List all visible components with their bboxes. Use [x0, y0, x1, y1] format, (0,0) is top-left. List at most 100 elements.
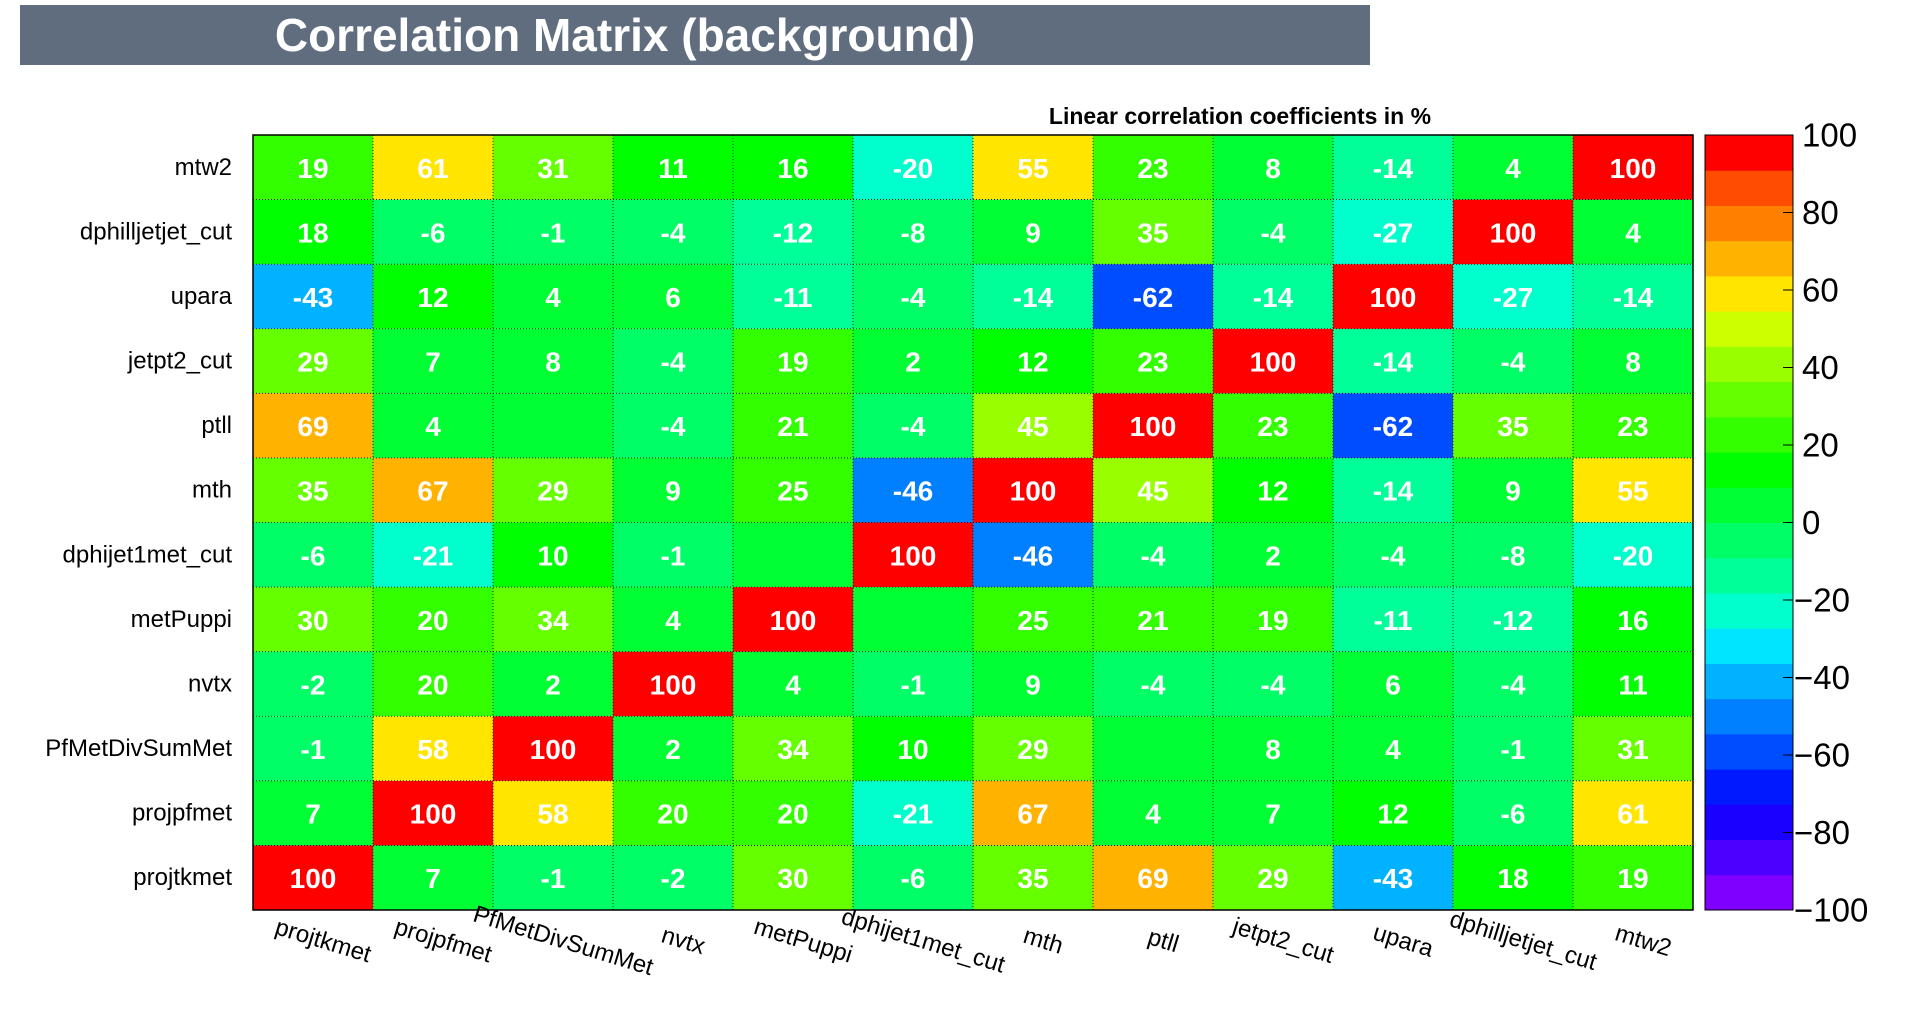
cell-value-label: -14 [1373, 153, 1414, 184]
heatmap-cell [1573, 716, 1693, 781]
heatmap-cell [1333, 716, 1453, 781]
y-axis-labels: projtkmet projpfmet PfMetDivSumMet nvtx metP… [45, 154, 232, 891]
cell-value-label: 8 [545, 347, 561, 378]
heatmap-cell [373, 845, 493, 910]
cell-value-label: 10 [897, 734, 928, 765]
heatmap-cell [613, 199, 733, 265]
cell-value-label: 20 [777, 799, 808, 830]
heatmap-cell [373, 780, 493, 846]
cell-value-label: 30 [777, 863, 808, 894]
cell-value-label: 31 [537, 153, 568, 184]
heatmap-cell [973, 780, 1093, 846]
heatmap-cell [1453, 780, 1573, 846]
heatmap-cell [253, 199, 373, 265]
cell-value-label: 21 [1137, 605, 1168, 636]
plot-frame [252, 134, 1694, 911]
heatmap-cell [373, 328, 493, 394]
heatmap-cell [253, 393, 373, 458]
heatmap-cell [493, 651, 613, 717]
color-scale-tick-label: 100 [1802, 117, 1857, 154]
heatmap-cell [733, 651, 853, 717]
cell-value-label: -4 [1261, 217, 1286, 248]
heatmap-cell [613, 845, 733, 910]
x-tick-label: PfMetDivSumMet [470, 901, 657, 982]
cell-value-label: -21 [413, 540, 453, 571]
cell-value-label: 100 [530, 734, 577, 765]
cell-value-label: 20 [417, 605, 448, 636]
heatmap-cell [1573, 845, 1693, 910]
cell-value-label: 12 [1017, 347, 1048, 378]
cell-value-label: 4 [785, 669, 801, 700]
heatmap-cell [1213, 393, 1333, 458]
color-scale-tick-label: −60 [1794, 737, 1850, 774]
color-scale-segment [1705, 311, 1793, 347]
heatmap-cell [373, 393, 493, 458]
heatmap-cell [1333, 845, 1453, 910]
heatmap-cell [1453, 199, 1573, 265]
color-scale-tick-label: 0 [1802, 504, 1820, 541]
heatmap-cell [1093, 651, 1213, 717]
cell-value-label: 100 [410, 799, 457, 830]
heatmap-cell [373, 651, 493, 717]
heatmap-cell [613, 522, 733, 588]
cell-value-label: -27 [1373, 217, 1413, 248]
cell-value-label: 31 [1617, 734, 1648, 765]
heatmap-cell [373, 264, 493, 329]
cell-value-label: 35 [1497, 411, 1528, 442]
heatmap-cell [373, 135, 493, 200]
heatmap-cell [1093, 199, 1213, 265]
cell-value-label: 25 [777, 476, 808, 507]
heatmap-cell [373, 199, 493, 265]
heatmap-cell [1573, 328, 1693, 394]
color-scale-tick-label: 40 [1802, 349, 1839, 386]
heatmap-cell [613, 651, 733, 717]
color-scale-segment [1705, 804, 1793, 841]
heatmap-cell [973, 845, 1093, 910]
y-tick-label: metPuppi [131, 606, 232, 633]
heatmap-cell [1093, 522, 1213, 588]
y-tick-label: projtkmet [133, 864, 232, 891]
cell-value-label: 12 [417, 282, 448, 313]
y-tick-label: projpfmet [132, 800, 232, 827]
color-scale-tick-label: −80 [1794, 814, 1850, 851]
cell-value-label: -14 [1373, 347, 1414, 378]
heatmap-cell [733, 587, 853, 652]
cell-value-label: 25 [1017, 605, 1048, 636]
cell-value-label: 29 [1257, 863, 1288, 894]
heatmap-cell [1573, 522, 1693, 588]
cell-value-label: 35 [297, 476, 328, 507]
cell-value-label: -6 [1501, 799, 1526, 830]
cell-value-label: 100 [1250, 347, 1297, 378]
cell-value-label: 7 [305, 799, 321, 830]
cell-value-label: 67 [1017, 799, 1048, 830]
cell-value-label: -1 [301, 734, 326, 765]
color-scale-segment [1705, 733, 1793, 770]
color-scale-segment [1705, 663, 1793, 700]
cell-value-label: -14 [1013, 282, 1054, 313]
heatmap-cell [1213, 587, 1333, 652]
cell-value-label: 18 [1497, 863, 1528, 894]
heatmap-cell [853, 845, 973, 910]
heatmap-cell [1573, 199, 1693, 265]
heatmap-cell [1333, 328, 1453, 394]
heatmap-cell [1213, 135, 1333, 200]
cell-value-label: -12 [1493, 605, 1533, 636]
heatmap-cell [613, 457, 733, 523]
cell-value-label: -1 [541, 863, 566, 894]
cell-value-label: 23 [1257, 411, 1288, 442]
cell-value-label: 7 [425, 863, 441, 894]
heatmap-cell [973, 587, 1093, 652]
color-scale-tick-label: 80 [1802, 194, 1839, 231]
heatmap-cell [493, 780, 613, 846]
heatmap-cell [613, 587, 733, 652]
cell-value-label: -4 [1141, 540, 1166, 571]
color-scale-segment [1705, 275, 1793, 312]
heatmap-cell [853, 393, 973, 458]
y-tick-label: mtw2 [175, 154, 232, 181]
heatmap-cell [373, 716, 493, 781]
cell-value-label: 55 [1617, 476, 1648, 507]
cell-value-label: 8 [1265, 153, 1281, 184]
color-scale-segment [1705, 522, 1793, 559]
heatmap-cell [1453, 393, 1573, 458]
